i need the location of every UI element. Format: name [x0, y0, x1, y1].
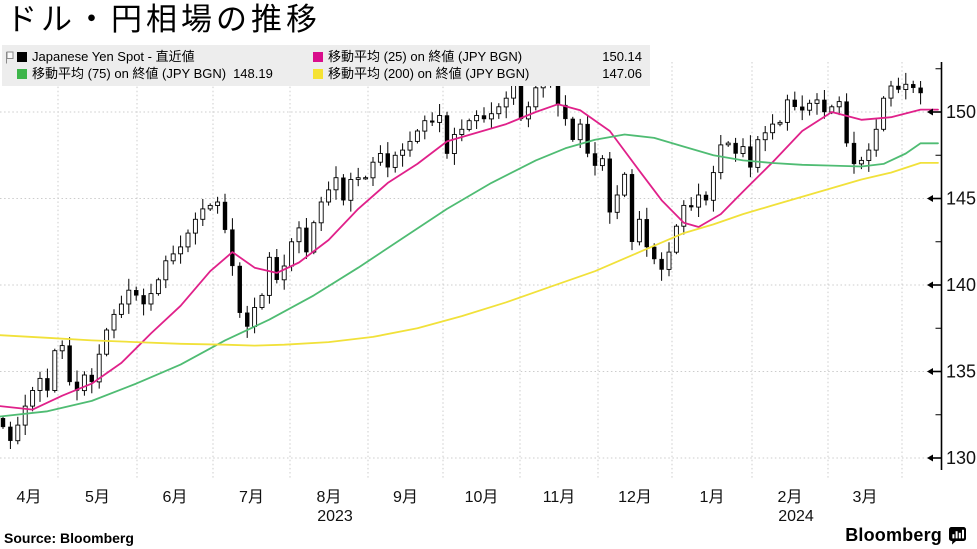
bloomberg-terminal-icon [949, 527, 966, 545]
legend-swatch-ma75 [17, 69, 27, 79]
svg-text:1月: 1月 [700, 489, 725, 506]
source-attribution: Source: Bloomberg [4, 530, 134, 546]
svg-text:135: 135 [946, 362, 976, 382]
legend-swatch-ma25 [313, 52, 323, 62]
legend-label-ma25: 移動平均 (25) on 終値 (JPY BGN) [328, 49, 523, 64]
svg-text:130: 130 [946, 448, 976, 468]
svg-text:11月: 11月 [543, 489, 576, 506]
svg-text:2024: 2024 [778, 508, 814, 525]
chart-legend: Japanese Yen Spot - 直近値 移動平均 (25) on 終値 … [2, 45, 650, 86]
svg-text:145: 145 [946, 189, 976, 209]
svg-text:150: 150 [946, 102, 976, 122]
svg-text:2月: 2月 [778, 489, 803, 506]
legend-item-ma75: 移動平均 (75) on 終値 (JPY BGN) 148.19 [17, 66, 313, 82]
svg-text:10月: 10月 [465, 489, 499, 506]
bloomberg-wordmark: Bloomberg [845, 525, 942, 545]
svg-text:2023: 2023 [317, 508, 353, 525]
svg-text:12月: 12月 [618, 489, 652, 506]
legend-swatch-ma200 [313, 69, 323, 79]
legend-item-ma200: 移動平均 (200) on 終値 (JPY BGN) 147.06 [313, 66, 642, 82]
legend-swatch-spot [17, 52, 27, 62]
chart-title: ドル・円相場の推移 [6, 2, 321, 38]
svg-text:9月: 9月 [393, 489, 418, 506]
svg-text:7月: 7月 [239, 489, 264, 506]
legend-value-ma25: 150.14 [602, 49, 642, 64]
svg-text:5月: 5月 [85, 489, 110, 506]
svg-text:6月: 6月 [163, 489, 188, 506]
legend-label-spot: Japanese Yen Spot - 直近値 [32, 49, 195, 64]
legend-item-spot: Japanese Yen Spot - 直近値 [5, 49, 313, 65]
svg-text:8月: 8月 [317, 489, 342, 506]
legend-item-ma25: 移動平均 (25) on 終値 (JPY BGN) 150.14 [313, 49, 642, 65]
legend-label-ma75: 移動平均 (75) on 終値 (JPY BGN) [32, 66, 227, 81]
svg-text:4月: 4月 [17, 489, 42, 506]
legend-value-ma75: 148.19 [233, 66, 273, 81]
svg-text:140: 140 [946, 275, 976, 295]
svg-text:3月: 3月 [853, 489, 878, 506]
bloomberg-logo: Bloomberg [845, 525, 967, 546]
chart-annotation-icon [6, 51, 14, 63]
legend-label-ma200: 移動平均 (200) on 終値 (JPY BGN) [328, 66, 530, 81]
legend-value-ma200: 147.06 [602, 66, 642, 81]
